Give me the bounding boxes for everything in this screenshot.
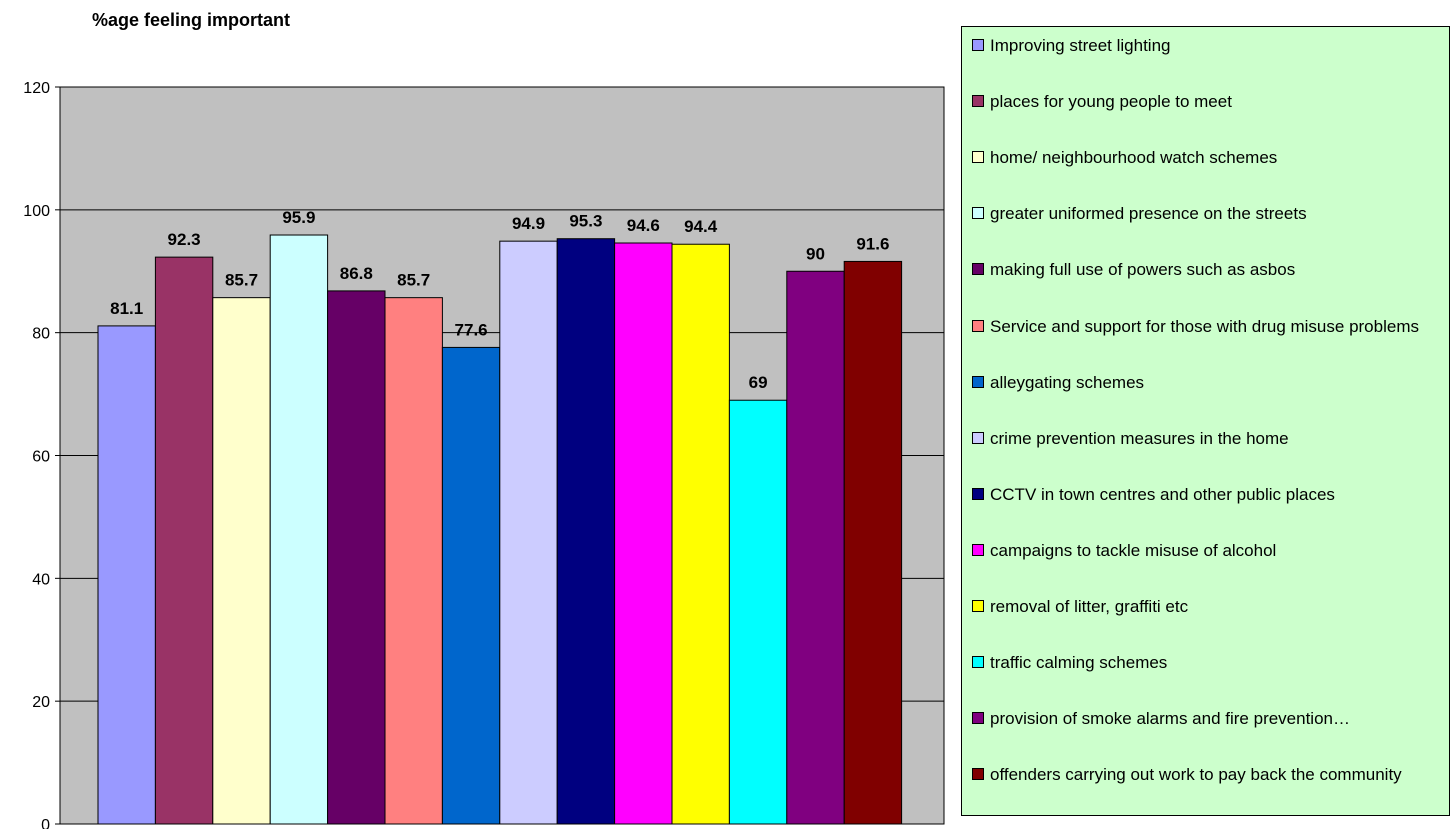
bar-value-label: 94.6 bbox=[627, 216, 660, 235]
legend-item: Improving street lighting bbox=[972, 35, 1442, 56]
bar bbox=[614, 242, 673, 825]
bar-value-label: 91.6 bbox=[856, 234, 889, 253]
legend-item: provision of smoke alarms and fire preve… bbox=[972, 708, 1442, 729]
y-tick-label: 20 bbox=[32, 694, 50, 711]
legend-item: places for young people to meet bbox=[972, 91, 1442, 112]
bar bbox=[212, 297, 271, 825]
legend-swatch bbox=[972, 319, 984, 332]
legend-label: Improving street lighting bbox=[990, 36, 1171, 55]
bar bbox=[843, 260, 903, 825]
bar bbox=[327, 290, 386, 825]
data-labels: 81.1 92.3 85.7 95.9 86.8 85.7 77.6 94.9 95.3 94.6… bbox=[110, 208, 889, 392]
bar-value-label: 86.8 bbox=[340, 264, 373, 283]
bar-value-label: 92.3 bbox=[168, 230, 201, 249]
legend-swatch bbox=[972, 487, 984, 500]
legend-label: removal of litter, graffiti etc bbox=[990, 597, 1189, 616]
bar bbox=[499, 240, 558, 825]
bar-value-label: 95.9 bbox=[282, 208, 315, 227]
legend-swatch bbox=[972, 656, 984, 669]
bar-value-label: 85.7 bbox=[225, 271, 258, 290]
bar bbox=[154, 256, 214, 825]
bar-chart: 0 20 40 60 80 100 120 81.1 92.3 85.7 95.9 86.8 85.7… bbox=[23, 80, 945, 829]
legend-label: making full use of powers such as asbos bbox=[990, 260, 1296, 280]
y-axis: 0 20 40 60 80 100 120 bbox=[23, 80, 60, 829]
legend-swatch bbox=[972, 431, 984, 444]
legend-label: campaigns to tackle misuse of alcohol bbox=[990, 540, 1277, 560]
bar bbox=[269, 234, 329, 825]
legend-item: crime prevention measures in the home bbox=[972, 428, 1442, 449]
bar bbox=[671, 243, 730, 825]
legend-swatch bbox=[972, 543, 984, 556]
chart-title: %age feeling important bbox=[92, 10, 291, 30]
bar bbox=[786, 270, 845, 825]
bar bbox=[728, 399, 788, 825]
legend-item: removal of litter, graffiti etc bbox=[972, 596, 1442, 617]
legend-item: CCTV in town centres and other public pl… bbox=[972, 484, 1442, 505]
legend-item: campaigns to tackle misuse of alcohol bbox=[972, 540, 1442, 561]
bar-value-label: 94.9 bbox=[512, 214, 545, 233]
legend-label: provision of smoke alarms and fire preve… bbox=[990, 709, 1350, 729]
legend-item: traffic calming schemes bbox=[972, 652, 1442, 673]
legend-label: places for young people to meet bbox=[990, 92, 1232, 112]
legend-swatch bbox=[972, 263, 984, 276]
legend-swatch bbox=[972, 600, 984, 612]
y-tick-label: 60 bbox=[32, 449, 50, 466]
legend-swatch bbox=[972, 39, 984, 51]
bar bbox=[384, 297, 443, 825]
legend-label: crime prevention measures in the home bbox=[990, 428, 1289, 448]
legend-swatch bbox=[972, 375, 984, 388]
legend-label: greater uniformed presence on the street… bbox=[990, 204, 1307, 224]
y-tick-label: 120 bbox=[23, 80, 50, 97]
legend-swatch bbox=[972, 151, 984, 164]
y-tick-label: 80 bbox=[32, 326, 50, 343]
legend-label: home/ neighbourhood watch schemes bbox=[990, 148, 1278, 168]
legend-label: CCTV in town centres and other public pl… bbox=[990, 484, 1335, 504]
legend-item: alleygating schemes bbox=[972, 372, 1442, 393]
legend-item: home/ neighbourhood watch schemes bbox=[972, 147, 1442, 168]
legend-label: traffic calming schemes bbox=[990, 653, 1168, 673]
legend-swatch bbox=[972, 712, 984, 725]
y-tick-label: 0 bbox=[41, 817, 50, 829]
legend-label: Service and support for those with drug … bbox=[990, 316, 1419, 336]
bar bbox=[556, 238, 616, 825]
legend-label: alleygating schemes bbox=[990, 372, 1145, 392]
legend-swatch bbox=[972, 207, 984, 220]
legend-swatch bbox=[972, 768, 984, 781]
bars bbox=[97, 234, 903, 825]
legend-item: offenders carrying out work to pay back … bbox=[972, 764, 1442, 785]
legend-item: greater uniformed presence on the street… bbox=[972, 203, 1442, 224]
y-tick-label: 40 bbox=[32, 571, 50, 588]
bar-value-label: 77.6 bbox=[455, 320, 488, 339]
bar-value-label: 81.1 bbox=[110, 299, 143, 318]
bar bbox=[97, 325, 156, 825]
legend-swatch bbox=[972, 95, 984, 108]
bar-value-label: 90 bbox=[806, 244, 825, 263]
legend-label: offenders carrying out work to pay back … bbox=[990, 765, 1402, 785]
bar-value-label: 85.7 bbox=[397, 271, 430, 290]
bar-value-label: 69 bbox=[749, 373, 768, 392]
y-tick-label: 100 bbox=[23, 203, 50, 220]
legend-item: making full use of powers such as asbos bbox=[972, 259, 1442, 280]
legend-item: Service and support for those with drug … bbox=[972, 316, 1442, 337]
bar-value-label: 94.4 bbox=[684, 217, 718, 236]
bar bbox=[441, 346, 501, 825]
legend: Improving street lighting places for you… bbox=[961, 26, 1450, 816]
bar-value-label: 95.3 bbox=[569, 212, 602, 231]
